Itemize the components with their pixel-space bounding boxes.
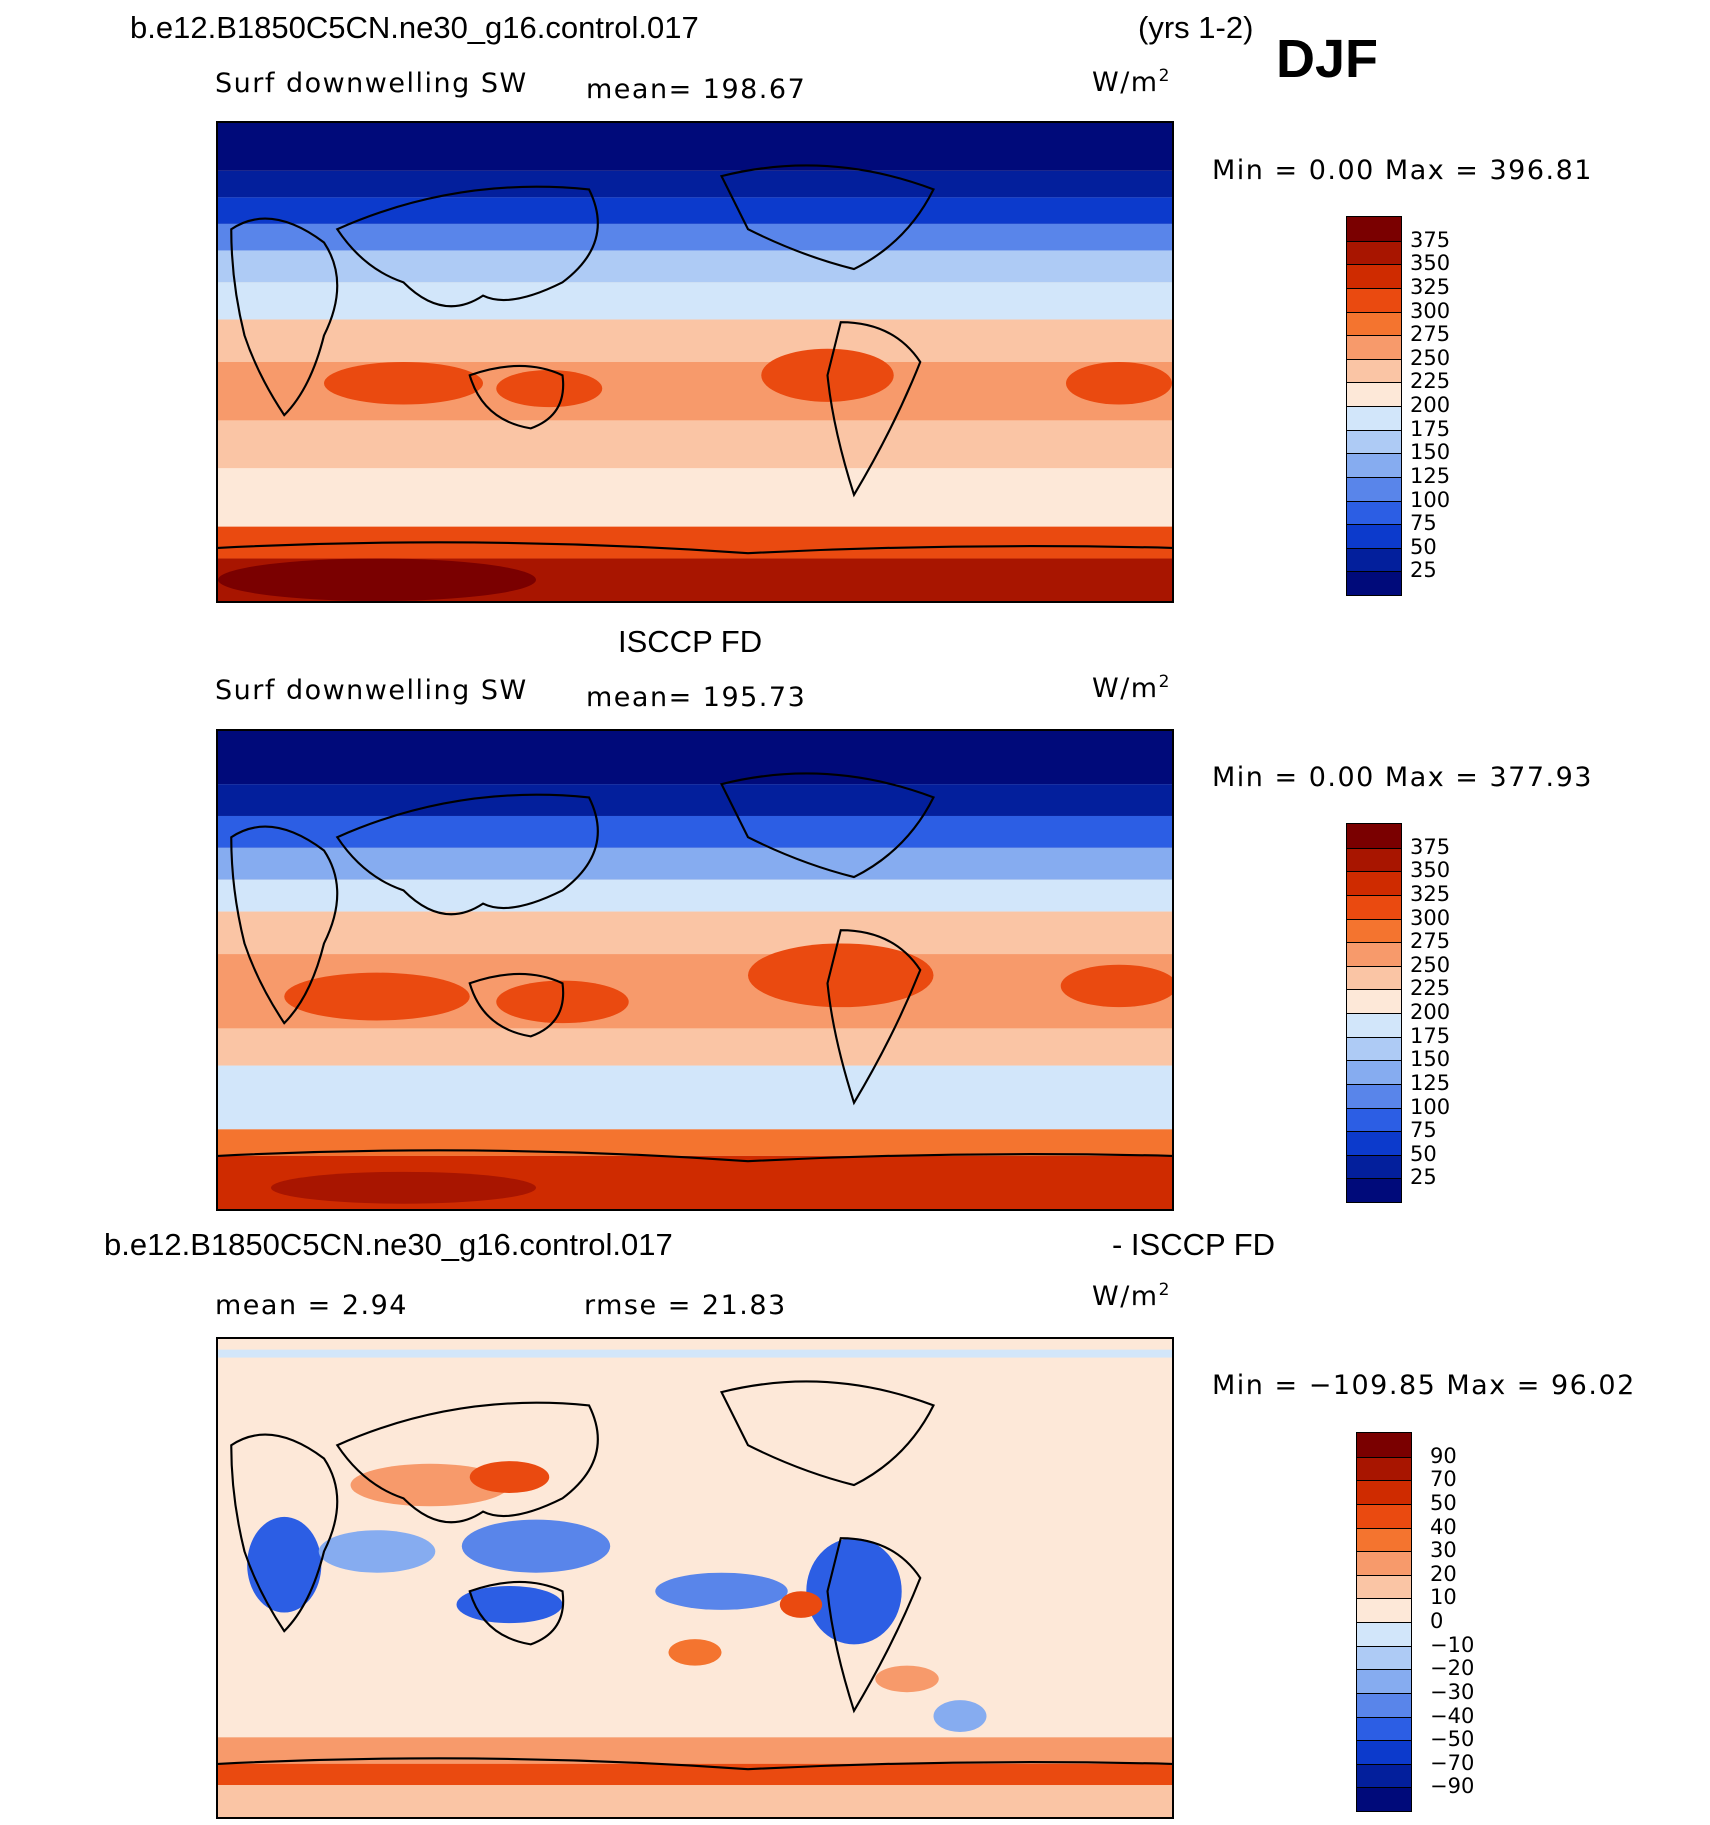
colorbar-tick-label: 100 (1410, 487, 1451, 512)
colorbar-tick-label: −70 (1430, 1750, 1475, 1775)
panel2-units: W/m2 (1092, 672, 1171, 704)
colorbar-tick-label: 90 (1430, 1443, 1457, 1468)
colorbar-tick-label: −10 (1430, 1632, 1475, 1657)
panel1-mean: mean= 198.67 (586, 74, 807, 105)
colorbar-tick-label: 20 (1430, 1561, 1457, 1586)
colorbar-tick-label: 275 (1410, 929, 1451, 954)
colorbar-tick-label: 200 (1410, 393, 1451, 417)
panel2-minmax: Min = 0.00 Max = 377.93 (1212, 762, 1593, 793)
colorbar-tick-label: 325 (1410, 881, 1451, 906)
colorbar-tick-label: 325 (1410, 274, 1451, 299)
panel1-minmax: Min = 0.00 Max = 396.81 (1212, 155, 1593, 186)
panel2-map (216, 729, 1174, 1211)
panel3-mean: mean = 2.94 (215, 1290, 408, 1321)
panel2-colorbar (1346, 823, 1402, 1203)
colorbar-tick-label: 300 (1410, 905, 1451, 930)
colorbar-tick-label: 150 (1410, 440, 1451, 465)
panel3-diff-title-right: - ISCCP FD (1112, 1227, 1276, 1262)
panel3-map (216, 1337, 1174, 1819)
panel2-dataset-title: ISCCP FD (618, 624, 763, 659)
colorbar-tick-label: 375 (1410, 227, 1451, 252)
colorbar-tick-label: 25 (1410, 558, 1437, 583)
colorbar-tick-label: −40 (1430, 1703, 1475, 1728)
colorbar-tick-label: −30 (1430, 1679, 1475, 1704)
panel3-map-svg (218, 1339, 1172, 1817)
colorbar-tick-label: 375 (1410, 834, 1451, 859)
years-label: (yrs 1-2) (1138, 10, 1254, 45)
colorbar-tick-label: 175 (1410, 416, 1451, 441)
colorbar-tick-label: 10 (1430, 1585, 1457, 1610)
colorbar-tick-label: 125 (1410, 463, 1451, 488)
colorbar-tick-label: 250 (1410, 952, 1451, 977)
colorbar-tick-label: 300 (1410, 298, 1451, 323)
colorbar-tick-label: 75 (1410, 1118, 1437, 1143)
colorbar-tick-label: 30 (1430, 1538, 1457, 1563)
colorbar-tick-label: 350 (1410, 251, 1451, 276)
panel1-map-svg (218, 123, 1172, 601)
colorbar-tick-label: 50 (1410, 1141, 1437, 1166)
colorbar-tick-label: 100 (1410, 1094, 1451, 1119)
panel2-mean: mean= 195.73 (586, 682, 807, 713)
panel1-units: W/m2 (1092, 66, 1171, 98)
panel1-map (216, 121, 1174, 603)
panel1-variable: Surf downwelling SW (215, 68, 528, 99)
colorbar-tick-label: 125 (1410, 1070, 1451, 1095)
panel3-minmax: Min = −109.85 Max = 96.02 (1212, 1370, 1636, 1401)
colorbar-tick-label: 175 (1410, 1023, 1451, 1048)
colorbar-tick-label: 200 (1410, 1000, 1451, 1024)
colorbar-tick-label: 70 (1430, 1467, 1457, 1492)
colorbar-tick-label: 25 (1410, 1165, 1437, 1190)
colorbar-tick-label: 250 (1410, 345, 1451, 370)
season-label: DJF (1276, 29, 1379, 89)
panel2-map-svg (218, 731, 1172, 1209)
colorbar-tick-label: 50 (1410, 534, 1437, 559)
colorbar-tick-label: 75 (1410, 511, 1437, 536)
colorbar-tick-label: 275 (1410, 322, 1451, 347)
colorbar-tick-label: −50 (1430, 1727, 1475, 1752)
panel3-units: W/m2 (1092, 1280, 1171, 1312)
colorbar-tick-label: −20 (1430, 1656, 1475, 1681)
colorbar-tick-label: 150 (1410, 1047, 1451, 1072)
colorbar-tick-label: −90 (1430, 1774, 1475, 1799)
colorbar-tick-label: 40 (1430, 1514, 1457, 1539)
panel3-colorbar (1356, 1432, 1412, 1812)
case-title: b.e12.B1850C5CN.ne30_g16.control.017 (130, 10, 699, 45)
colorbar-tick-label: 225 (1410, 369, 1451, 394)
panel2-variable: Surf downwelling SW (215, 675, 528, 706)
panel3-diff-title-left: b.e12.B1850C5CN.ne30_g16.control.017 (104, 1227, 673, 1262)
colorbar-tick-label: 0 (1430, 1609, 1444, 1633)
colorbar-tick-label: 350 (1410, 858, 1451, 883)
panel1-colorbar (1346, 216, 1402, 596)
colorbar-tick-label: 50 (1430, 1490, 1457, 1515)
colorbar-tick-label: 225 (1410, 976, 1451, 1001)
panel3-rmse: rmse = 21.83 (584, 1290, 787, 1321)
